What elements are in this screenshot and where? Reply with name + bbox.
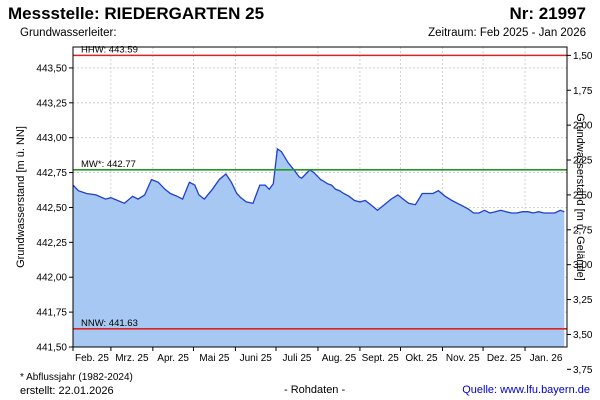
x-tick-label: Jan. 26 [530, 353, 563, 364]
y-tick-label-right: 2,50 [573, 190, 593, 201]
x-tick-label: Nov. 25 [446, 353, 480, 364]
y-tick-label-right: 1,50 [573, 51, 593, 62]
y-axis-right-label: Grundwasserstand [m u. Gelände] [574, 113, 586, 281]
y-tick-label-left: 443,25 [36, 98, 67, 109]
y-tick-label-left: 442,00 [36, 273, 67, 284]
reference-label-hhw: HHW: 443.59 [81, 44, 138, 55]
y-tick-label-right: 3,00 [573, 260, 593, 271]
source-link[interactable]: Quelle: www.lfu.bayern.de [462, 384, 590, 396]
reference-lines: HHW: 443.59 MW*: 442.77 NNW: 441.63 [73, 44, 567, 330]
x-tick-label: Juli 25 [283, 353, 312, 364]
y-axis-right-ticks: 3,75 3,50 3,25 3,00 2,75 2,50 2,25 2,00 1,75 1,50 [567, 51, 593, 376]
y-tick-label-right: 3,25 [573, 295, 593, 306]
y-tick-label-right: 2,75 [573, 225, 593, 236]
y-tick-label-left: 442,75 [36, 168, 67, 179]
footnote: * Abflussjahr (1982-2024) [20, 372, 133, 383]
page-title: Messstelle: RIEDERGARTEN 25 [8, 4, 265, 23]
y-axis-left-ticks: 441,50 441,75 442,00 442,25 442,50 442,75 443,… [36, 63, 73, 354]
water-level-line [72, 147, 565, 214]
y-tick-label-right: 2,25 [573, 156, 593, 167]
y-tick-label-left: 443,00 [36, 133, 67, 144]
created-date: erstellt: 22.01.2026 [20, 385, 114, 397]
x-tick-label: Apr. 25 [157, 353, 189, 364]
x-axis-ticks: Feb. 25 Mrz. 25 Apr. 25 Mai 25 Juni 25 Juli 2… [72, 347, 563, 364]
y-tick-label-left: 442,50 [36, 203, 67, 214]
y-tick-label-left: 441,50 [36, 343, 67, 354]
period-label: Zeitraum: Feb 2025 - Jan 2026 [428, 27, 586, 39]
y-axis-left-label: Grundwasserstand [m ü. NN] [15, 126, 27, 268]
x-tick-label: Dez. 25 [487, 353, 522, 364]
x-tick-label: Mrz. 25 [115, 353, 149, 364]
x-tick-label: Aug. 25 [322, 353, 357, 364]
reference-label-nnw: NNW: 441.63 [81, 318, 138, 329]
y-tick-label-right: 1,75 [573, 86, 593, 97]
x-tick-label: Sept. 25 [362, 353, 400, 364]
raw-data-label: - Rohdaten - [284, 384, 346, 396]
station-number: Nr: 21997 [509, 4, 586, 23]
water-level-area [73, 148, 565, 347]
y-tick-label-left: 442,25 [36, 238, 67, 249]
x-tick-label: Okt. 25 [405, 353, 438, 364]
reference-label-mw: MW*: 442.77 [81, 159, 136, 170]
x-tick-label: Mai 25 [199, 353, 229, 364]
y-tick-label-left: 443,50 [36, 63, 67, 74]
aquifer-label: Grundwasserleiter: [20, 27, 117, 39]
x-tick-label: Juni 25 [240, 353, 273, 364]
x-tick-label: Feb. 25 [75, 353, 109, 364]
y-tick-label-right: 2,00 [573, 121, 593, 132]
y-tick-label-left: 441,75 [36, 308, 67, 319]
y-tick-label-right: 3,75 [573, 365, 593, 376]
plot-frame [72, 46, 568, 348]
y-tick-label-right: 3,50 [573, 330, 593, 341]
